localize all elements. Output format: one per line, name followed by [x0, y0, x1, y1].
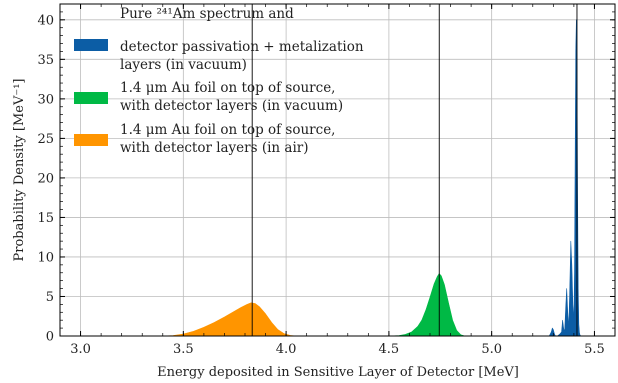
y-tick-label: 25 [37, 132, 54, 147]
vertical-reference-lines [251, 4, 578, 336]
y-tick-label: 15 [37, 211, 54, 226]
legend: Pure ²⁴¹Am spectrum and detector passiva… [74, 6, 364, 156]
y-tick-label: 5 [46, 290, 54, 305]
y-tick-label: 20 [37, 171, 54, 186]
y-axis-label: Probability Density [MeV⁻¹] [12, 79, 27, 262]
x-axis-label: Energy deposited in Sensitive Layer of D… [157, 365, 519, 380]
legend-entry-air-line2: with detector layers (in air) [120, 140, 309, 156]
y-tick-label: 40 [37, 13, 54, 28]
legend-entry-am241-line2: detector passivation + metalization [120, 39, 364, 55]
series-area-1 [388, 273, 466, 337]
x-tick-label: 3.0 [70, 342, 91, 357]
x-tick-label: 5.0 [481, 342, 502, 357]
x-tick-label: 4.5 [379, 342, 400, 357]
legend-entry-am241-line1: Pure ²⁴¹Am spectrum and [120, 6, 294, 22]
legend-swatch-vacuum [74, 92, 108, 104]
y-tick-label: 10 [37, 250, 54, 265]
legend-entry-vacuum-line1: 1.4 μm Au foil on top of source, [120, 80, 335, 96]
legend-entry-air-line1: 1.4 μm Au foil on top of source, [120, 122, 335, 138]
legend-entry-vacuum-line2: with detector layers (in vacuum) [120, 98, 343, 114]
series-area-2 [162, 302, 297, 337]
legend-swatch-am241 [74, 39, 108, 51]
x-tick-label: 4.0 [276, 342, 297, 357]
x-tick-label: 5.5 [584, 342, 605, 357]
y-tick-label: 0 [46, 330, 54, 345]
y-tick-label: 35 [37, 53, 54, 68]
legend-swatch-air [74, 134, 108, 146]
legend-entry-am241-line3: layers (in vacuum) [120, 57, 247, 73]
y-tick-label: 30 [37, 92, 54, 107]
axis-ticks: 3.0 3.5 4.0 4.5 5.0 5.5 0 5 10 15 20 25 30 35 40 [37, 3, 616, 357]
x-tick-label: 3.5 [173, 342, 194, 357]
grid [60, 4, 615, 337]
